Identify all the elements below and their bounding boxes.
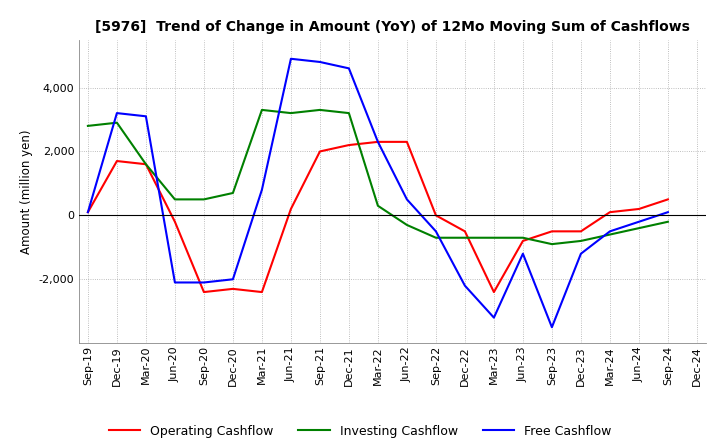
Operating Cashflow	[518, 238, 527, 244]
Operating Cashflow	[228, 286, 237, 292]
Investing Cashflow	[228, 191, 237, 196]
Free Cashflow	[548, 325, 557, 330]
Operating Cashflow	[345, 143, 354, 148]
Operating Cashflow	[634, 206, 643, 212]
Free Cashflow	[142, 114, 150, 119]
Legend: Operating Cashflow, Investing Cashflow, Free Cashflow: Operating Cashflow, Investing Cashflow, …	[104, 420, 616, 440]
Free Cashflow	[634, 219, 643, 224]
Investing Cashflow	[84, 123, 92, 128]
Operating Cashflow	[142, 161, 150, 167]
Free Cashflow	[199, 280, 208, 285]
Investing Cashflow	[664, 219, 672, 224]
Investing Cashflow	[315, 107, 324, 113]
Investing Cashflow	[374, 203, 382, 209]
Y-axis label: Amount (million yen): Amount (million yen)	[20, 129, 33, 253]
Operating Cashflow	[461, 229, 469, 234]
Investing Cashflow	[112, 120, 121, 125]
Operating Cashflow	[287, 206, 295, 212]
Operating Cashflow	[171, 219, 179, 224]
Free Cashflow	[171, 280, 179, 285]
Free Cashflow	[287, 56, 295, 62]
Free Cashflow	[577, 251, 585, 257]
Investing Cashflow	[490, 235, 498, 240]
Investing Cashflow	[171, 197, 179, 202]
Operating Cashflow	[199, 290, 208, 295]
Investing Cashflow	[606, 232, 614, 237]
Operating Cashflow	[490, 290, 498, 295]
Investing Cashflow	[634, 226, 643, 231]
Free Cashflow	[490, 315, 498, 320]
Operating Cashflow	[315, 149, 324, 154]
Investing Cashflow	[199, 197, 208, 202]
Line: Operating Cashflow: Operating Cashflow	[88, 142, 668, 292]
Line: Investing Cashflow: Investing Cashflow	[88, 110, 668, 244]
Investing Cashflow	[518, 235, 527, 240]
Free Cashflow	[518, 251, 527, 257]
Investing Cashflow	[461, 235, 469, 240]
Operating Cashflow	[84, 209, 92, 215]
Operating Cashflow	[258, 290, 266, 295]
Investing Cashflow	[431, 235, 440, 240]
Free Cashflow	[664, 209, 672, 215]
Free Cashflow	[606, 229, 614, 234]
Investing Cashflow	[548, 242, 557, 247]
Operating Cashflow	[664, 197, 672, 202]
Line: Free Cashflow: Free Cashflow	[88, 59, 668, 327]
Investing Cashflow	[287, 110, 295, 116]
Operating Cashflow	[112, 158, 121, 164]
Title: [5976]  Trend of Change in Amount (YoY) of 12Mo Moving Sum of Cashflows: [5976] Trend of Change in Amount (YoY) o…	[95, 20, 690, 34]
Free Cashflow	[461, 283, 469, 288]
Investing Cashflow	[345, 110, 354, 116]
Operating Cashflow	[374, 139, 382, 144]
Operating Cashflow	[548, 229, 557, 234]
Free Cashflow	[258, 187, 266, 192]
Free Cashflow	[402, 197, 411, 202]
Free Cashflow	[228, 277, 237, 282]
Operating Cashflow	[431, 213, 440, 218]
Free Cashflow	[431, 229, 440, 234]
Free Cashflow	[112, 110, 121, 116]
Investing Cashflow	[577, 238, 585, 244]
Operating Cashflow	[402, 139, 411, 144]
Free Cashflow	[84, 209, 92, 215]
Investing Cashflow	[402, 222, 411, 227]
Investing Cashflow	[258, 107, 266, 113]
Operating Cashflow	[577, 229, 585, 234]
Free Cashflow	[374, 139, 382, 144]
Investing Cashflow	[142, 161, 150, 167]
Free Cashflow	[345, 66, 354, 71]
Free Cashflow	[315, 59, 324, 65]
Operating Cashflow	[606, 209, 614, 215]
